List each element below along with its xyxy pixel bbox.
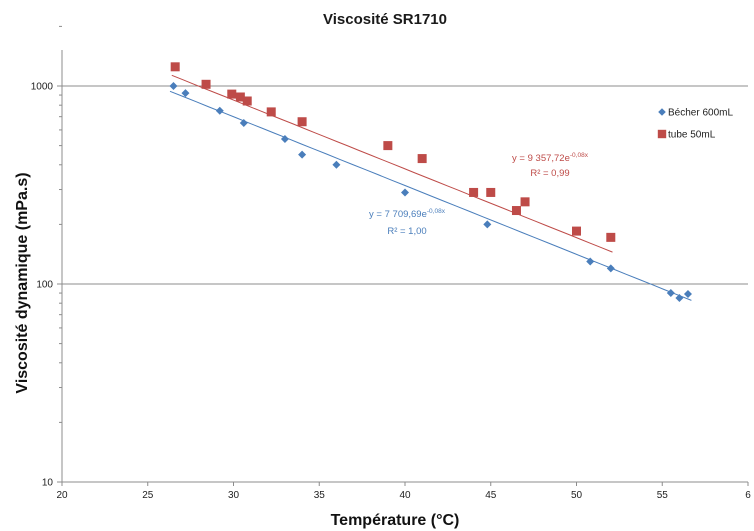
diamond-marker (675, 293, 684, 302)
diamond-marker (215, 106, 224, 115)
trendline-equation: y = 9 357,72e-0,08x (512, 152, 589, 164)
square-marker (170, 62, 180, 72)
equation-exponent: -0,08x (427, 208, 446, 215)
equation-base: y = 9 357,72e (512, 153, 570, 164)
trendline-r2: R² = 0,99 (530, 168, 569, 179)
trendline-equation: y = 7 709,69e-0,08x (369, 208, 446, 220)
x-tick-label: 25 (142, 490, 154, 501)
square-marker (383, 141, 393, 151)
square-marker (520, 197, 530, 207)
square-marker (469, 187, 479, 197)
diamond-marker (280, 134, 289, 143)
square-marker (235, 92, 245, 102)
square-marker (242, 96, 252, 106)
square-marker (486, 187, 496, 197)
data-points (169, 62, 692, 302)
square-marker (572, 226, 581, 236)
legend: Bécher 600mL tube 50mL (657, 108, 733, 141)
legend-label: Bécher 600mL (668, 108, 733, 119)
x-tick-label: 55 (657, 490, 669, 501)
diamond-marker (401, 188, 409, 197)
diamond-marker (239, 119, 248, 128)
legend-label: tube 50mL (668, 130, 716, 141)
square-marker (511, 206, 521, 216)
diamond-marker (683, 290, 692, 299)
y-tick-label: 1000 (31, 82, 54, 93)
x-tick-label: 40 (399, 490, 411, 501)
square-marker (657, 129, 667, 139)
trendlines (169, 74, 692, 301)
diamond-marker (606, 264, 615, 273)
diamond-marker (666, 289, 675, 298)
diamond-marker (586, 257, 595, 266)
equation-exponent: -0,08x (570, 152, 589, 159)
diamond-marker (658, 108, 666, 116)
equation-base: y = 7 709,69e (369, 209, 427, 220)
diamond-marker (181, 89, 190, 98)
y-tick-label: 100 (36, 280, 53, 291)
axes (57, 25, 749, 486)
square-marker (606, 232, 616, 242)
square-marker (266, 107, 276, 117)
square-marker (417, 154, 427, 164)
trendline-r2: R² = 1,00 (387, 226, 426, 237)
x-tick-label: 35 (314, 490, 326, 501)
trendline (169, 90, 692, 301)
square-marker (297, 117, 307, 127)
diamond-marker (298, 150, 307, 159)
y-tick-labels: 10 100 1000 (31, 82, 54, 489)
x-axis-title: Température (°C) (331, 512, 460, 529)
square-marker (201, 79, 211, 89)
diamond-marker (332, 160, 341, 169)
y-tick-label: 10 (42, 478, 54, 489)
x-tick-label: 30 (228, 490, 240, 501)
x-tick-label: 45 (485, 490, 497, 501)
x-tick-label: 6 (745, 490, 751, 501)
x-tick-labels: 20 25 30 35 40 45 50 55 6 (56, 490, 751, 501)
x-tick-label: 20 (56, 490, 68, 501)
y-axis-title: Viscosité dynamique (mPa.s) (14, 172, 31, 393)
diamond-marker (169, 82, 178, 90)
square-marker (227, 89, 237, 99)
chart-title: Viscosité SR1710 (323, 11, 447, 28)
diamond-marker (483, 220, 492, 229)
x-tick-label: 50 (571, 490, 583, 501)
